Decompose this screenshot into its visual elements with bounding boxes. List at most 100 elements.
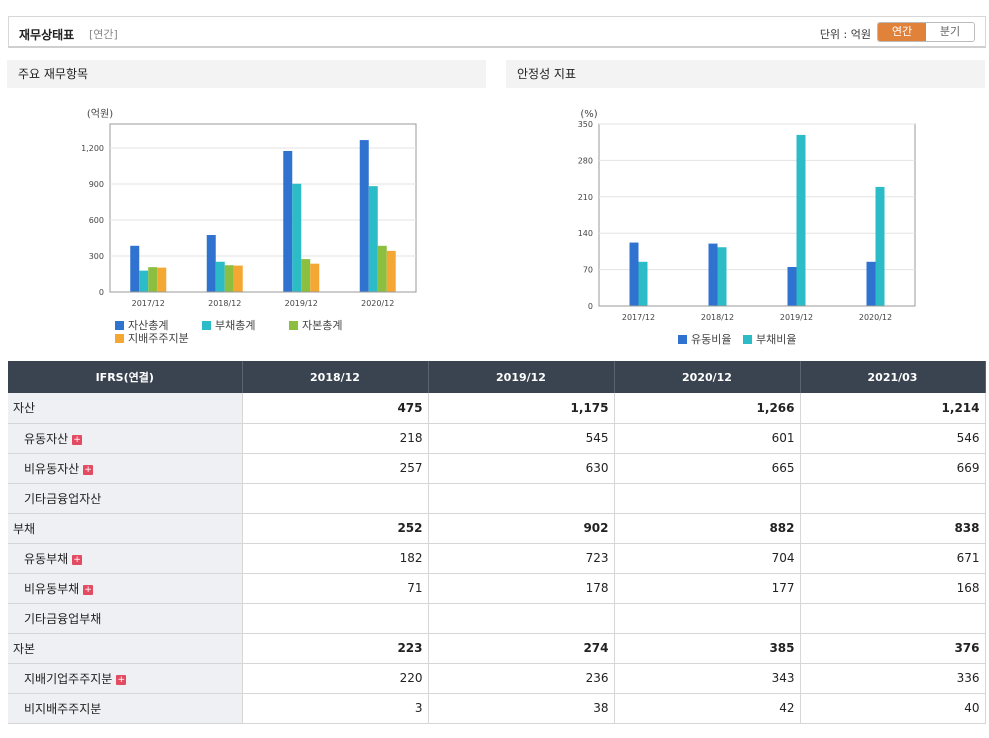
row-label: 자산 [13,401,36,416]
table-header-row: IFRS(연결) 2018/12 2019/12 2020/12 2021/03 [8,361,986,393]
left-panel-title: 주요 재무항목 [7,60,486,88]
value-cell: 385 [614,633,801,664]
row-label-cell: 자산 [8,393,243,424]
right-chart-panel: 0 70 140 210 280 350 (%) 2017/12 2018/12 2019/12 2… [506,88,985,358]
bar-부채총계 [215,261,225,292]
table-row: 부채 252 902 882 838 [8,513,986,544]
row-label-cell: 유동자산 + [8,423,243,454]
plus-icon[interactable]: + [116,674,127,685]
value-cell [242,603,429,634]
bar-자산총계 [130,245,140,292]
stability-ratio-chart: 0 70 140 210 280 350(%) 2017/12 2018/12 2019/12 2… [578,109,916,346]
legend-label: 부채총계 [215,319,255,332]
value-cell: 376 [800,633,986,664]
legend-swatch [678,335,687,344]
plus-icon[interactable]: + [83,584,94,595]
value-cell: 177 [614,573,801,604]
legend-label: 자산총계 [128,319,168,332]
left-chart-panel: 0 300 600 900 1,200 (억원) 2017/12 2018/12 2019/12… [7,88,486,358]
column-header: 2018/12 [242,361,429,393]
column-header: 2021/03 [800,361,986,393]
legend-swatch [115,321,124,330]
annual-button[interactable]: 연간 [878,23,926,41]
row-label-cell: 비유동부채 + [8,573,243,604]
bar-지배주주지분 [233,265,243,292]
value-cell [800,483,986,514]
bar-부채총계 [368,186,378,292]
value-cell: 38 [428,693,615,724]
row-label-cell: 지배기업주주지분 + [8,663,243,694]
legend-label: 부채비율 [756,333,796,346]
table-row: 비유동부채 +71 178 177 168 [8,573,986,604]
plus-icon[interactable]: + [72,554,83,565]
legend-swatch [289,321,298,330]
bar-지배주주지분 [386,250,396,292]
row-label: 비유동부채 [24,581,80,596]
row-label-cell: 기타금융업자산 [8,483,243,514]
table-row: 지배기업주주지분 +220 236 343 336 [8,663,986,694]
y-tick-label: 0 [99,288,104,297]
value-cell: 1,175 [428,393,615,424]
value-cell: 220 [242,663,429,694]
value-cell: 475 [242,393,429,424]
row-label-cell: 부채 [8,513,243,544]
unit-label: 단위 : 억원 [819,28,871,41]
y-tick-label: 0 [588,302,593,311]
legend-swatch [743,335,752,344]
value-cell: 882 [614,513,801,544]
row-label: 기타금융업부채 [24,611,102,626]
bar-자산총계 [283,151,293,292]
value-cell: 182 [242,543,429,574]
y-tick-label: 300 [89,252,104,261]
bar-자산총계 [206,235,216,292]
row-label: 지배기업주주지분 [24,671,113,686]
bar-지배주주지분 [310,263,320,292]
quarterly-button[interactable]: 분기 [926,23,974,41]
right-panel-title: 안정성 지표 [506,60,985,88]
table-row: 유동부채 +182 723 704 671 [8,543,986,574]
value-cell [614,603,801,634]
row-label-cell: 기타금융업부채 [8,603,243,634]
value-cell: 671 [800,543,986,574]
value-cell [614,483,801,514]
value-cell: 838 [800,513,986,544]
legend-label: 자본총계 [302,319,342,332]
value-cell: 545 [428,423,615,454]
bar-부채비율 [875,186,885,306]
plus-icon[interactable]: + [72,434,83,445]
legend-label: 유동비율 [691,333,731,346]
bar-자산총계 [359,140,369,292]
row-label-cell: 자본 [8,633,243,664]
bar-자본총계 [148,267,158,292]
bar-유동비율 [787,267,797,306]
y-tick-label: 900 [89,180,104,189]
bar-자본총계 [224,265,234,292]
value-cell: 723 [428,543,615,574]
value-cell: 336 [800,663,986,694]
period-subtitle: [연간] [89,28,118,41]
y-tick-label: 210 [578,193,593,202]
value-cell: 40 [800,693,986,724]
y-tick-label: 70 [583,266,593,275]
plot-area [598,123,916,307]
value-cell: 252 [242,513,429,544]
y-tick-label: 600 [89,216,104,225]
table-row: 기타금융업부채 [8,603,986,634]
value-cell: 257 [242,453,429,484]
y-tick-label: 350 [578,120,593,129]
statement-header: 재무상태표 [연간] 단위 : 억원 연간 분기 [8,16,986,48]
legend-swatch [202,321,211,330]
value-cell [242,483,429,514]
table-row: 기타금융업자산 [8,483,986,514]
x-tick-label: 2019/12 [285,299,318,308]
table-row: 자본 223 274 385 376 [8,633,986,664]
y-axis-label: (%) [580,109,597,120]
table-row: 비유동자산 +257 630 665 669 [8,453,986,484]
y-tick-label: 1,200 [81,144,104,153]
column-header: 2019/12 [428,361,615,393]
bar-부채비율 [717,247,727,306]
value-cell: 902 [428,513,615,544]
y-axis-label: (억원) [87,108,113,120]
value-cell: 218 [242,423,429,454]
plus-icon[interactable]: + [83,464,94,475]
